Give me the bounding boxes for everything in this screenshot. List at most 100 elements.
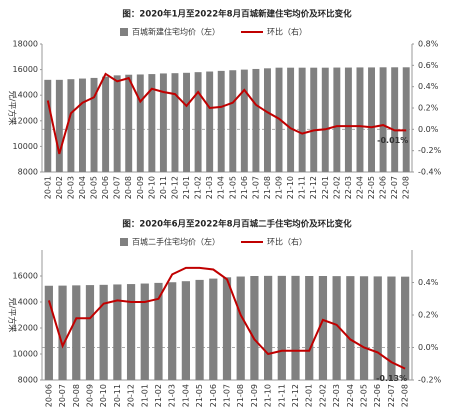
x-tick-label: 22-01 — [321, 176, 330, 199]
legend-label: 环比（右） — [267, 237, 307, 247]
x-tick-label: 20-11 — [159, 176, 168, 199]
bar — [113, 284, 122, 380]
y-tick-label: 10000 — [13, 142, 38, 151]
x-tick-label: 21-11 — [298, 176, 307, 199]
x-tick-label: 20-03 — [66, 176, 75, 199]
bar — [240, 69, 248, 172]
x-tick-label: 22-03 — [332, 384, 341, 407]
x-tick-label: 21-02 — [154, 384, 163, 407]
x-tick-label: 20-07 — [58, 384, 67, 407]
x-tick-label: 21-03 — [168, 384, 177, 407]
bar — [264, 68, 271, 172]
bar — [291, 275, 300, 380]
bar — [333, 67, 341, 172]
value-label: -0.13% — [376, 374, 407, 383]
y2-tick-label: 0.8% — [418, 40, 439, 49]
bar — [67, 79, 75, 172]
x-tick-label: 21-08 — [236, 384, 245, 407]
x-tick-label: 22-08 — [402, 176, 411, 199]
x-tick-label: 22-06 — [373, 384, 382, 407]
x-tick-label: 22-05 — [367, 176, 376, 199]
x-tick-label: 22-02 — [332, 176, 341, 199]
line — [47, 266, 406, 370]
bar — [55, 79, 63, 172]
x-tick-label: 20-08 — [124, 176, 133, 199]
bar — [387, 276, 396, 380]
bar — [368, 67, 375, 172]
x-tick-label: 20-02 — [55, 176, 64, 199]
x-tick-label: 22-05 — [360, 384, 369, 407]
bar — [195, 279, 204, 380]
bar — [310, 67, 318, 172]
bar — [183, 72, 190, 172]
bar — [250, 276, 259, 380]
bar — [113, 75, 121, 172]
x-tick-label: 20-01 — [43, 176, 52, 199]
x-tick-label: 22-06 — [379, 176, 388, 199]
legend-swatch — [120, 238, 128, 246]
bar — [136, 74, 144, 172]
y2-tick-label: 0.2% — [418, 104, 439, 113]
bar — [44, 79, 52, 172]
y-tick-label: 12000 — [13, 324, 38, 333]
bar — [209, 278, 218, 380]
x-tick-label: 20-09 — [136, 176, 145, 199]
legend-label: 百城二手住宅均价（左） — [132, 237, 220, 247]
bar — [373, 276, 382, 380]
x-tick-label: 20-12 — [170, 176, 179, 199]
bar — [318, 276, 328, 380]
x-tick-label: 20-04 — [78, 176, 87, 199]
x-tick-label: 20-06 — [44, 384, 53, 407]
y2-tick-label: 0.6% — [418, 61, 439, 70]
bar — [102, 76, 110, 172]
y-tick-label: 8000 — [18, 376, 38, 385]
y2-tick-label: 0.0% — [418, 343, 439, 352]
x-tick-label: 22-08 — [401, 384, 410, 407]
y-tick-label: 16000 — [13, 65, 38, 74]
y-tick-label: 18000 — [13, 40, 38, 49]
value-label: -0.01% — [377, 136, 408, 145]
bar — [90, 77, 98, 172]
x-tick-label: 21-12 — [291, 384, 300, 407]
y-tick-label: 14000 — [13, 91, 38, 100]
x-tick-label: 21-06 — [209, 384, 218, 407]
x-tick-label: 20-08 — [72, 384, 81, 407]
y-tick-label: 10000 — [13, 350, 38, 359]
y2-tick-label: 0.2% — [418, 311, 439, 320]
y2-tick-label: -0.4% — [418, 168, 442, 177]
x-tick-label: 21-05 — [195, 384, 204, 407]
bar — [148, 74, 156, 172]
x-tick-label: 22-02 — [318, 384, 327, 407]
x-tick-label: 21-04 — [217, 176, 226, 199]
x-tick-label: 20-05 — [90, 176, 99, 199]
x-tick-label: 20-10 — [99, 384, 108, 407]
bar — [305, 276, 314, 380]
x-tick-label: 21-05 — [228, 176, 237, 199]
x-tick-label: 21-10 — [286, 176, 295, 199]
legend-label: 环比（右） — [267, 27, 307, 37]
x-tick-label: 20-11 — [113, 384, 122, 407]
x-tick-label: 20-09 — [85, 384, 94, 407]
bar — [171, 73, 179, 172]
x-tick-label: 21-02 — [194, 176, 203, 199]
bar — [321, 67, 329, 172]
y2-tick-label: -0.2% — [418, 146, 442, 155]
bar — [194, 72, 202, 172]
bar — [140, 283, 149, 380]
y-tick-label: 14000 — [13, 298, 38, 307]
x-tick-label: 22-07 — [390, 176, 399, 199]
bar — [206, 71, 214, 172]
bar — [346, 276, 355, 380]
bar — [168, 282, 177, 380]
x-tick-label: 21-11 — [277, 384, 286, 407]
x-tick-label: 21-06 — [240, 176, 249, 199]
bar — [99, 284, 108, 380]
bar — [79, 78, 86, 172]
bar — [159, 73, 167, 172]
bar — [58, 285, 67, 380]
y-axis-label: 元/平方米 — [8, 91, 18, 126]
bar — [264, 275, 273, 380]
chart-title: 图：2020年6月至2022年8月百城二手住宅均价及环比变化 — [122, 219, 352, 230]
